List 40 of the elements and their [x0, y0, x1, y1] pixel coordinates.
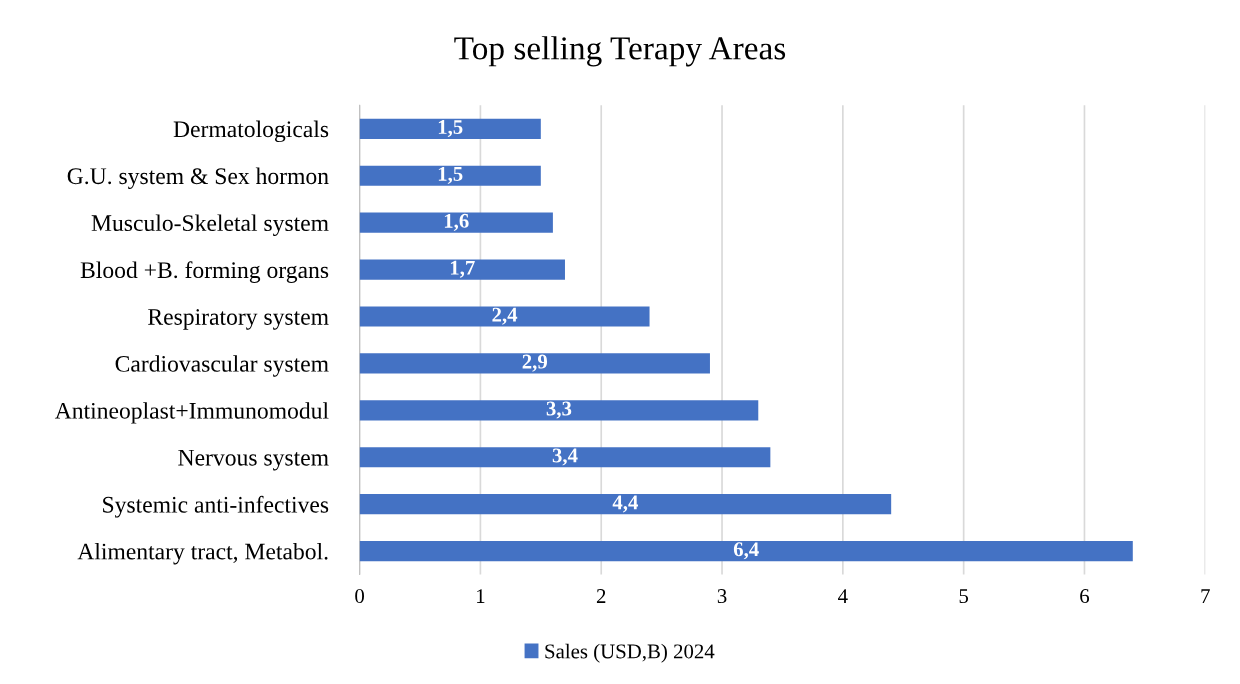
- y-tick-label: Musculo-Skeletal system: [91, 214, 329, 236]
- x-tick-label: 0: [355, 589, 365, 604]
- data-label: 2,4: [492, 307, 518, 325]
- y-tick-label: Blood +B. forming organs: [80, 261, 329, 283]
- bar: [359, 306, 650, 327]
- x-tick-label: 5: [959, 589, 969, 604]
- data-label: 3,4: [552, 448, 578, 466]
- y-tick-label: Nervous system: [178, 449, 329, 471]
- data-label: 2,9: [522, 354, 548, 372]
- bar: [359, 118, 541, 139]
- bar: [359, 165, 541, 186]
- bar: [359, 353, 710, 374]
- x-tick-label: 4: [838, 589, 848, 603]
- bar: [359, 541, 1133, 562]
- data-label: 1,6: [444, 213, 469, 231]
- data-label: 6,4: [733, 542, 759, 560]
- y-tick-label: Cardiovascular system: [115, 355, 329, 377]
- bar: [359, 447, 771, 468]
- y-tick-label: G.U. system & Sex hormon: [67, 167, 329, 190]
- x-tick-label: 2: [596, 589, 606, 603]
- x-tick-label: 3: [717, 589, 727, 604]
- data-label: 1,5: [438, 120, 463, 138]
- data-label: 3,3: [546, 401, 572, 419]
- data-label: 4,4: [612, 495, 639, 513]
- bar: [359, 259, 565, 280]
- chart-title: Top selling Terapy Areas: [454, 36, 786, 67]
- x-tick-label: 7: [1201, 589, 1210, 603]
- data-label: 1,5: [438, 166, 463, 184]
- x-tick-label: 6: [1080, 589, 1090, 604]
- y-tick-label: Systemic anti-infectives: [103, 495, 329, 518]
- y-tick-label: Alimentary tract, Metabol.: [77, 542, 328, 565]
- legend-label: Sales (USD,B) 2024: [545, 643, 715, 663]
- y-tick-label: Respiratory system: [148, 309, 329, 330]
- bar: [359, 400, 759, 421]
- x-tick-label: 1: [477, 589, 485, 603]
- data-label: 1,7: [450, 260, 475, 278]
- bar: [359, 494, 892, 515]
- bar: [359, 212, 553, 233]
- y-tick-label: Dermatologicals: [173, 120, 329, 143]
- y-tick-label: Antineoplast+Immunomodul: [54, 402, 329, 424]
